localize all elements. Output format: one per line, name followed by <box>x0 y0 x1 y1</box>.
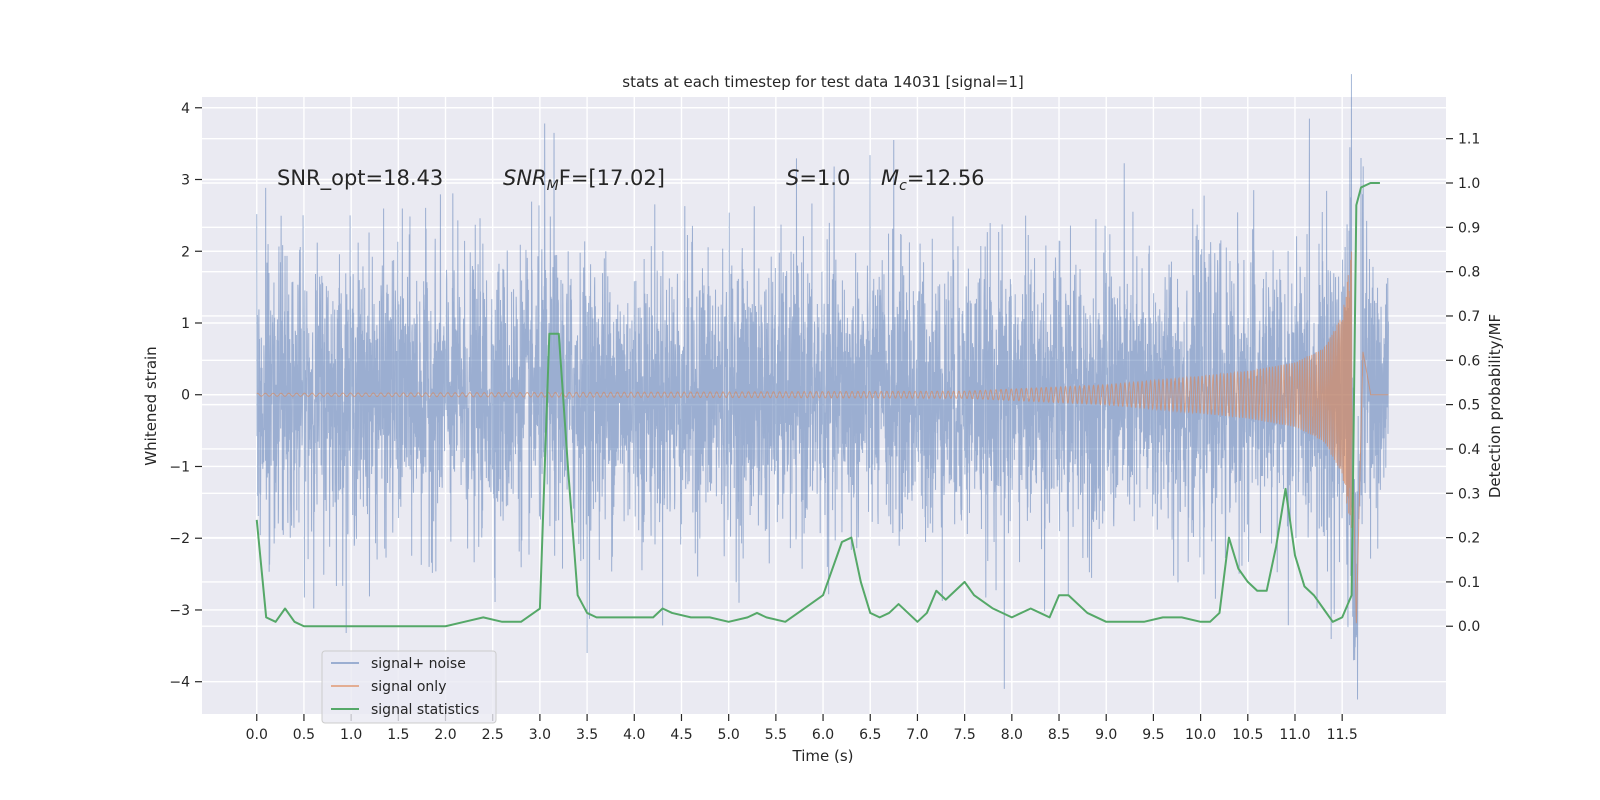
y-tick-label-left-6: −2 <box>169 531 190 547</box>
y-tick-label-right-5: 0.6 <box>1458 353 1480 369</box>
signal-line <box>256 251 1389 624</box>
y-tick-label-right-8: 0.3 <box>1458 486 1480 502</box>
y-tick-label-right-1: 1.0 <box>1458 176 1480 192</box>
y-axis-label-left: Whitened strain <box>142 346 160 465</box>
x-tick-label-23: 11.5 <box>1327 727 1358 743</box>
y-tick-label-right-4: 0.7 <box>1458 309 1480 325</box>
x-tick-label-3: 1.5 <box>387 727 409 743</box>
y-tick-label-left-4: 0 <box>181 388 190 404</box>
y-tick-label-left-8: −4 <box>169 675 190 691</box>
noise-line <box>256 74 1389 700</box>
signal-series <box>256 251 1389 624</box>
x-tick-label-14: 7.0 <box>906 727 928 743</box>
legend: signal+ noise signal only signal statist… <box>321 650 497 724</box>
y-tick-label-left-3: 1 <box>181 316 190 332</box>
annotation-snr-opt: SNR_opt=18.43 <box>277 166 443 191</box>
x-tick-label-10: 5.0 <box>718 727 740 743</box>
x-tick-label-0: 0.0 <box>246 727 268 743</box>
annotation-snr-mf-sub: M <box>547 178 559 194</box>
y-tick-label-right-0: 1.1 <box>1458 132 1480 148</box>
x-tick-label-7: 3.5 <box>576 727 598 743</box>
y-tick-label-left-1: 3 <box>181 173 190 189</box>
x-axis-label: Time (s) <box>792 747 854 765</box>
x-tick-label-9: 4.5 <box>670 727 692 743</box>
y-tick-label-right-9: 0.2 <box>1458 531 1480 547</box>
x-tick-label-4: 2.0 <box>434 727 456 743</box>
chart-title: stats at each timestep for test data 140… <box>622 73 1023 91</box>
y-tick-label-right-10: 0.1 <box>1458 575 1480 591</box>
x-tick-label-20: 10.0 <box>1185 727 1216 743</box>
x-tick-label-13: 6.5 <box>859 727 881 743</box>
x-tick-label-17: 8.5 <box>1048 727 1070 743</box>
x-tick-label-19: 9.5 <box>1142 727 1164 743</box>
y-tick-label-right-11: 0.0 <box>1458 619 1480 635</box>
annotation-snr-mf-rest: F=[17.02] <box>559 166 665 190</box>
annotation-mc: Mc=12.56 <box>881 166 985 194</box>
x-tick-label-8: 4.0 <box>623 727 645 743</box>
y-tick-label-left-0: 4 <box>181 101 190 117</box>
x-tick-label-12: 6.0 <box>812 727 834 743</box>
annotation-mc-label: M <box>881 166 899 190</box>
y-tick-label-right-3: 0.8 <box>1458 265 1480 281</box>
x-tick-label-16: 8.0 <box>1001 727 1023 743</box>
x-tick-label-22: 11.0 <box>1279 727 1310 743</box>
x-tick-label-2: 1.0 <box>340 727 362 743</box>
annotations: SNR_opt=18.43 SNRMF=[17.02] S=1.0 Mc=12.… <box>277 166 985 194</box>
legend-label-signal: signal only <box>371 679 446 695</box>
annotation-s-rest: =1.0 <box>799 166 850 190</box>
y-tick-label-right-7: 0.4 <box>1458 442 1480 458</box>
annotation-snr-mf: SNRMF=[17.02] <box>503 166 665 194</box>
y-tick-label-left-5: −1 <box>169 459 190 475</box>
y-tick-label-right-2: 0.9 <box>1458 220 1480 236</box>
stats-series <box>255 181 1380 628</box>
annotation-s: S=1.0 <box>786 166 850 190</box>
x-tick-label-21: 10.5 <box>1232 727 1263 743</box>
y-ticks-right: 1.1 1.0 0.9 0.8 0.7 0.6 0.5 0.4 0.3 0.2 0.1 0.0 <box>1446 132 1480 635</box>
y-ticks-left: 4 3 2 1 0 −1 −2 −3 −4 <box>169 101 202 691</box>
x-tick-label-6: 3.0 <box>529 727 551 743</box>
y-tick-label-right-6: 0.5 <box>1458 398 1480 414</box>
legend-label-stats: signal statistics <box>371 702 479 718</box>
x-tick-label-11: 5.5 <box>765 727 787 743</box>
annotation-s-label: S <box>786 166 799 190</box>
y-tick-label-left-7: −3 <box>169 603 190 619</box>
stats-line <box>255 181 1380 628</box>
y-axis-label-right: Detection probability/MF <box>1486 314 1504 498</box>
annotation-mc-rest: =12.56 <box>907 166 985 190</box>
y-tick-label-left-2: 2 <box>181 244 190 260</box>
x-tick-label-15: 7.5 <box>954 727 976 743</box>
x-tick-label-5: 2.5 <box>482 727 504 743</box>
x-tick-label-18: 9.0 <box>1095 727 1117 743</box>
legend-box <box>321 650 497 724</box>
x-tick-label-1: 0.5 <box>293 727 315 743</box>
legend-label-noise: signal+ noise <box>371 656 466 672</box>
annotation-snr-mf-label: SNR <box>503 166 547 190</box>
noise-series <box>256 74 1389 700</box>
annotation-mc-sub: c <box>899 178 907 194</box>
x-ticks: 0.0 0.5 1.0 1.5 2.0 2.5 3.0 3.5 4.0 4.5 5.0 5.5 6.0 6… <box>246 714 1358 743</box>
